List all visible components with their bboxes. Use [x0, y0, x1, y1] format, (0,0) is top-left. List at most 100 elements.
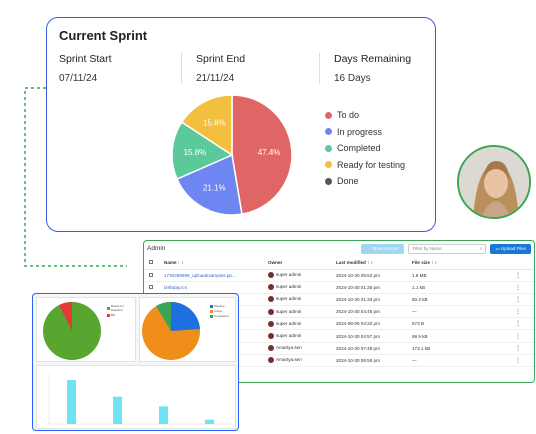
size-cell: 573 B [412, 317, 502, 331]
owner-cell: super admin [268, 317, 336, 331]
kebab-menu-icon[interactable]: ⋮ [515, 309, 521, 316]
pie-slice-completed[interactable] [171, 121, 234, 181]
filter-by-name-input[interactable]: Filter by Name ⌕ [408, 243, 487, 254]
bar-3[interactable] [205, 419, 214, 424]
legend-swatch [107, 313, 110, 317]
size-cell: 99.9 kB [412, 329, 502, 343]
owner-column-header[interactable]: Owner [268, 256, 336, 270]
kebab-menu-icon[interactable]: ⋮ [515, 284, 521, 291]
table-row[interactable]: birthday.ics super admin 2024-10-30 01:35 … [144, 281, 534, 294]
table-header-row: Name ↑ ↕ Owner Last modified ↑ ↕ File si… [144, 256, 534, 270]
dashboard-bar-panel [36, 365, 236, 429]
legend-item-completed[interactable]: Completed [325, 143, 405, 153]
legend-label: Active [214, 309, 223, 313]
legend-swatch [210, 309, 213, 313]
pie-data-label: 21.1% [203, 184, 226, 193]
legend-item-todo[interactable]: To do [325, 110, 405, 120]
size-column-header[interactable]: File size ↑ ↕ [412, 256, 502, 270]
row-select-cell [144, 281, 164, 294]
file-name-cell[interactable]: 1730285989_uploadexamples.pp... [164, 269, 268, 282]
row-menu-cell: ⋮ [502, 305, 534, 319]
legend-label: Ready for Deadline [110, 304, 124, 312]
legend-dot [325, 128, 332, 135]
search-icon: ⌕ [479, 246, 483, 251]
owner-cell: super admin [268, 281, 336, 294]
modified-cell: 2024-10-30 04:45 pm [336, 305, 412, 319]
legend-dot [325, 144, 332, 152]
bar-0[interactable] [67, 380, 76, 424]
kebab-menu-icon[interactable]: ⋮ [515, 272, 521, 279]
owner-cell: super admin [268, 293, 336, 307]
sprint-start-value: 07/11/24 [59, 73, 98, 84]
days-remaining-value: 16 Days [334, 73, 371, 84]
files-table: Name ↑ ↕ Owner Last modified ↑ ↕ File si… [144, 256, 534, 368]
upload-icon: ▭ [495, 245, 501, 251]
owner-cell: Amartya.sen [268, 342, 336, 355]
row-checkbox[interactable] [149, 272, 153, 277]
modified-column-header[interactable]: Last modified ↑ ↕ [336, 256, 412, 270]
legend-item-done[interactable]: Done [325, 176, 405, 186]
row-menu-cell: ⋮ [502, 354, 534, 368]
file-name-cell[interactable]: birthday.ics [164, 281, 268, 294]
sprint-pie-chart: 47.4% 21.1% 15.8% 15.8% [170, 93, 294, 217]
kebab-menu-icon[interactable]: ⋮ [515, 333, 521, 340]
owner-cell: Amartya.sen [268, 354, 336, 368]
kebab-menu-icon[interactable]: ⋮ [515, 296, 521, 303]
days-remaining-label: Days Remaining [334, 53, 412, 65]
pie-slice-to-do[interactable] [231, 94, 293, 216]
sprint-stats: Sprint Start 07/11/24 Sprint End 21/11/2… [47, 53, 435, 84]
modified-cell: 2024-10-30 05:52 pm [336, 269, 412, 282]
owner-avatar [268, 345, 274, 352]
modified-cell: 2024-08-06 04:32 pm [336, 317, 412, 331]
legend-label: Ready for testing [337, 159, 406, 170]
legend-item-in-progress[interactable]: In progress [325, 127, 405, 137]
legend-item-ready-for-testing[interactable]: Ready for testing [325, 160, 405, 170]
legend-dot [325, 177, 332, 185]
owner-name: Amartya.sen [276, 357, 302, 363]
bar-2[interactable] [159, 406, 168, 424]
pie-slice-in-progress[interactable] [176, 153, 243, 216]
owner-name: super admin [276, 333, 302, 339]
sprint-end-value: 21/11/24 [196, 73, 235, 84]
owner-avatar [268, 296, 274, 303]
size-cell: — [412, 305, 502, 319]
upload-files-button[interactable]: ▭ Upload Files [490, 243, 531, 254]
pie-slice-ready-for-testing[interactable] [180, 94, 233, 157]
admin-toolbar: Admin ⋮ More Actions Filter by Name ⌕ ▭ … [144, 241, 534, 256]
row-checkbox[interactable] [149, 284, 153, 289]
row-select-cell [144, 269, 164, 282]
kebab-menu-icon[interactable]: ⋮ [515, 345, 521, 352]
table-row[interactable]: 1730285989_uploadexamples.pp... super adm… [144, 269, 534, 282]
kebab-menu-icon[interactable]: ⋮ [515, 357, 521, 364]
owner-name: super admin [276, 272, 302, 278]
owner-name: Amartya.sen [276, 345, 302, 351]
modified-cell: 2024-10-30 04:57 pm [336, 329, 412, 343]
owner-avatar [268, 284, 274, 291]
sprint-title: Current Sprint [59, 28, 148, 43]
sprint-end-stat: Sprint End 21/11/24 [181, 53, 319, 84]
legend-label: Done [337, 176, 359, 186]
owner-cell: super admin [268, 269, 336, 282]
owner-name: super admin [276, 284, 302, 290]
bar-1[interactable] [113, 396, 122, 424]
legend-label: Completed [337, 143, 381, 153]
row-menu-cell: ⋮ [502, 293, 534, 307]
sprint-start-label: Sprint Start [59, 53, 112, 65]
owner-avatar [268, 272, 274, 279]
dashboard-window: Ready for Deadline Bill Pipeline Active … [32, 293, 239, 431]
select-all-checkbox[interactable] [149, 259, 153, 264]
size-cell: 173.1 kB [412, 342, 502, 355]
legend-label: Pipeline [214, 304, 225, 308]
legend-swatch [210, 314, 213, 318]
legend-label: Completed [214, 314, 229, 318]
pie-data-label: 15.8% [184, 148, 207, 157]
pie-1-legend: Ready for Deadline Bill [107, 304, 135, 318]
size-cell: — [412, 354, 502, 368]
more-actions-button[interactable]: ⋮ More Actions [360, 243, 405, 254]
legend-swatch [210, 304, 213, 308]
legend-label: To do [337, 110, 360, 120]
kebab-menu-icon[interactable]: ⋮ [515, 321, 521, 328]
owner-avatar [268, 333, 274, 340]
pie-data-label: 15.8% [203, 118, 226, 127]
name-column-header[interactable]: Name ↑ ↕ [164, 256, 268, 270]
